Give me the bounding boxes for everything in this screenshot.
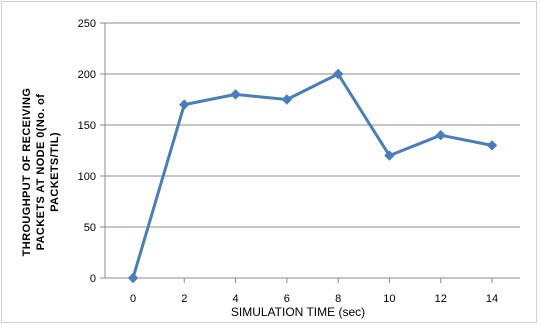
y-tick-label-0: 0 bbox=[90, 273, 96, 285]
x-tick-label-8: 8 bbox=[335, 293, 341, 305]
y-axis-ticks: 0 50 100 150 200 250 bbox=[78, 18, 105, 285]
data-point-2 bbox=[179, 99, 190, 110]
x-tick-label-10: 10 bbox=[383, 293, 395, 305]
y-tick-label-150: 150 bbox=[78, 120, 96, 132]
data-point-14 bbox=[486, 140, 498, 151]
x-axis-title: SIMULATION TIME (sec) bbox=[231, 305, 365, 319]
data-point-12 bbox=[435, 129, 446, 141]
x-tick-label-2: 2 bbox=[181, 293, 187, 305]
y-axis-title-line-2: PACKETS AT NODE 0(No. of bbox=[35, 94, 47, 251]
data-point-10 bbox=[384, 150, 395, 161]
data-series bbox=[127, 68, 498, 284]
x-tick-label-0: 0 bbox=[130, 293, 136, 305]
gridlines bbox=[105, 22, 520, 228]
data-point-0 bbox=[127, 272, 139, 284]
x-tick-label-12: 12 bbox=[435, 293, 447, 305]
series-line bbox=[131, 72, 494, 280]
y-tick-label-250: 250 bbox=[78, 18, 96, 30]
x-tick-label-4: 4 bbox=[233, 293, 239, 305]
y-axis-title: THROUGHPUT OF RECEIVING PACKETS AT NODE … bbox=[21, 88, 61, 257]
x-tick-label-14: 14 bbox=[486, 293, 498, 305]
y-axis-title-line-3: PACKETS/TIL) bbox=[49, 132, 61, 212]
y-axis-title-line-1: THROUGHPUT OF RECEIVING bbox=[21, 88, 33, 257]
data-point-8 bbox=[332, 68, 344, 80]
data-point-6 bbox=[281, 94, 293, 105]
y-tick-label-200: 200 bbox=[78, 69, 96, 81]
axes bbox=[104, 23, 520, 279]
y-tick-label-100: 100 bbox=[78, 171, 96, 183]
data-point-4 bbox=[230, 89, 241, 100]
x-tick-label-6: 6 bbox=[284, 293, 290, 305]
x-axis-ticks: 0 2 4 6 8 10 12 14 bbox=[130, 278, 498, 305]
y-tick-label-50: 50 bbox=[84, 222, 96, 234]
